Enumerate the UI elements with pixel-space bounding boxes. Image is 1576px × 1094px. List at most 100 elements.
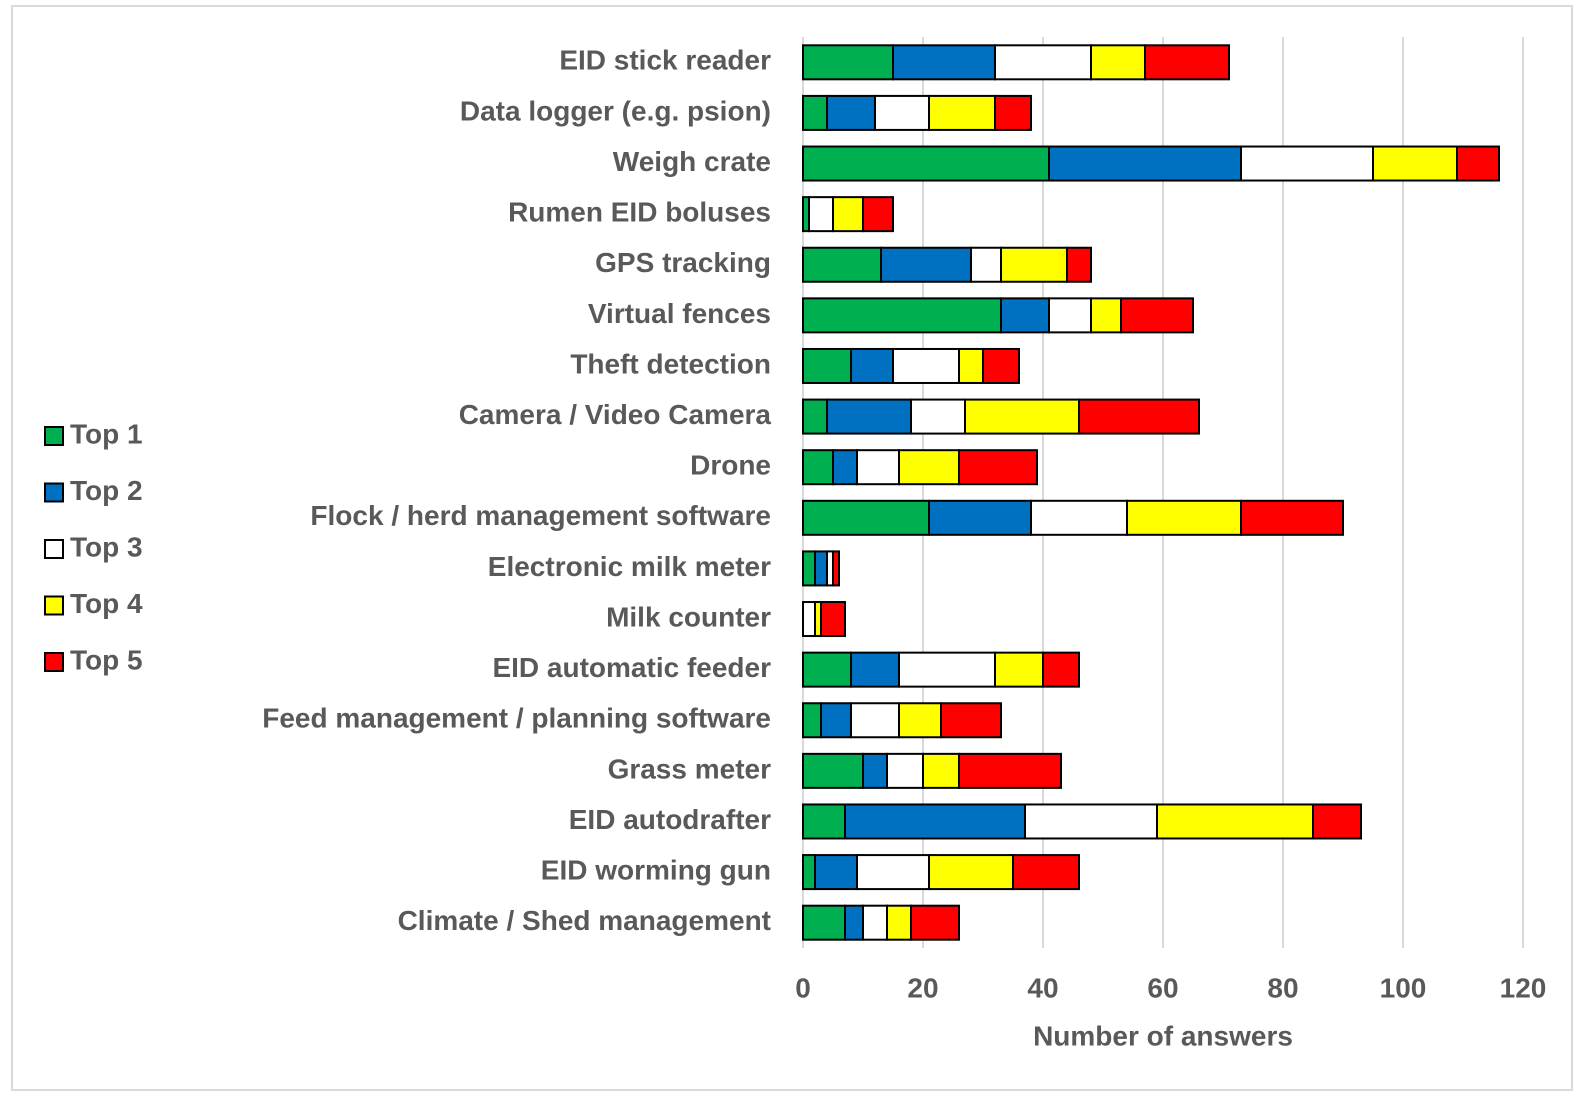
y-tick-label: Weigh crate (613, 146, 771, 177)
bar-segment (862, 904, 888, 941)
bar-segment (808, 196, 834, 233)
bar-segment (886, 752, 924, 789)
bar-segment (1012, 854, 1080, 891)
legend-label: Top 3 (70, 531, 143, 562)
bar-segment (928, 499, 1032, 536)
x-tick-label: 60 (1147, 972, 1178, 1003)
x-tick-label: 0 (795, 972, 811, 1003)
bar-segment (802, 651, 852, 688)
legend-swatch (44, 539, 64, 559)
bar-segment (1090, 297, 1122, 334)
bar-segment (940, 702, 1002, 739)
bar-segment (1090, 44, 1146, 81)
bar-segment (802, 297, 1002, 334)
bar-segment (802, 246, 882, 283)
x-axis-title: Number of answers (1033, 1020, 1293, 1051)
bar-segment (892, 44, 996, 81)
legend-label: Top 2 (70, 475, 143, 506)
y-tick-label: Grass meter (608, 753, 772, 784)
bar-segment (1372, 145, 1458, 182)
x-tick-label: 80 (1267, 972, 1298, 1003)
bar-segment (802, 854, 816, 891)
bar-segment (958, 752, 1062, 789)
bar-segment (880, 246, 972, 283)
bar-segment (1156, 803, 1314, 840)
bar-segment (862, 752, 888, 789)
bar-segment (1240, 145, 1374, 182)
y-tick-label: Drone (690, 450, 771, 481)
bar-segment (862, 196, 894, 233)
bar-segment (994, 44, 1092, 81)
legend-swatch (44, 652, 64, 672)
legend-label: Top 4 (70, 588, 143, 619)
bar-segment (802, 44, 894, 81)
bar-segment (1126, 499, 1242, 536)
bar-segment (910, 904, 960, 941)
bar-segment (1000, 297, 1050, 334)
bar-segment (856, 854, 930, 891)
bar-segment (994, 94, 1032, 131)
bar-segment (832, 449, 858, 486)
bar-segment (802, 702, 822, 739)
x-tick-label: 120 (1500, 972, 1547, 1003)
y-tick-label: Milk counter (606, 601, 771, 632)
y-tick-label: Theft detection (570, 348, 771, 379)
x-tick-label: 100 (1380, 972, 1427, 1003)
legend-label: Top 1 (70, 418, 143, 449)
y-tick-label: EID automatic feeder (492, 652, 771, 683)
bar-segment (1048, 297, 1092, 334)
bar-segment (832, 196, 864, 233)
bar-segment (898, 702, 942, 739)
y-tick-label: EID worming gun (541, 854, 771, 885)
bar-segment (802, 499, 930, 536)
bar-segment (892, 347, 960, 384)
y-tick-label: Electronic milk meter (488, 551, 771, 582)
bar-segment (1030, 499, 1128, 536)
bar-segment (1144, 44, 1230, 81)
bar-segment (802, 904, 846, 941)
bar-segment (994, 651, 1044, 688)
bar-segment (970, 246, 1002, 283)
bar-segment (802, 752, 864, 789)
bar-segment (850, 347, 894, 384)
legend-swatch (44, 426, 64, 446)
legend-label: Top 5 (70, 644, 143, 675)
bar-segment (910, 398, 966, 435)
y-tick-label: EID stick reader (559, 45, 771, 76)
bar-segment (820, 702, 852, 739)
bar-segment (802, 94, 828, 131)
bar-segment (922, 752, 960, 789)
bar-segment (802, 347, 852, 384)
bar-segment (820, 601, 846, 638)
bar-segment (898, 449, 960, 486)
bar-segment (886, 904, 912, 941)
y-tick-label: Climate / Shed management (398, 905, 771, 936)
bar-segment (1078, 398, 1200, 435)
x-tick-label: 20 (907, 972, 938, 1003)
bar-segment (958, 347, 984, 384)
bar-segment (832, 550, 840, 587)
bar-segment (802, 449, 834, 486)
y-tick-label: Virtual fences (588, 298, 771, 329)
bar-segment (1120, 297, 1194, 334)
bar-segment (802, 398, 828, 435)
bar-segment (1240, 499, 1344, 536)
y-tick-label: Feed management / planning software (262, 703, 771, 734)
bar-segment (958, 449, 1038, 486)
bar-segment (856, 449, 900, 486)
x-tick-label: 40 (1027, 972, 1058, 1003)
bar-segment (826, 398, 912, 435)
y-tick-label: Flock / herd management software (310, 500, 771, 531)
bar-segment (982, 347, 1020, 384)
bar-segment (814, 550, 828, 587)
legend-swatch (44, 482, 64, 503)
bar-segment (844, 904, 864, 941)
bar-segment (844, 803, 1026, 840)
bar-segment (1000, 246, 1068, 283)
bar-segment (874, 94, 930, 131)
bar-segment (802, 550, 816, 587)
bar-segment (1048, 145, 1242, 182)
y-tick-label: Camera / Video Camera (459, 399, 772, 430)
bar-segment (850, 702, 900, 739)
